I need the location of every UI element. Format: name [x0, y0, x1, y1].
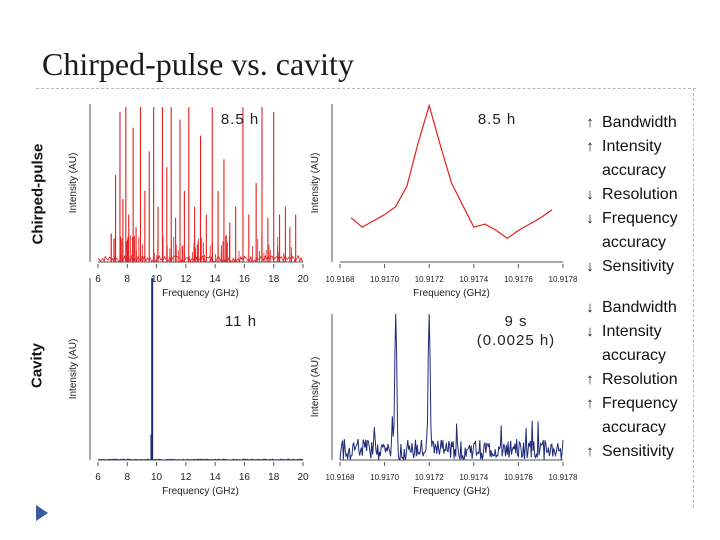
condition-label-cav-zoom: 9 s (0.0025 h) — [476, 313, 556, 349]
x-tick-label: 20 — [297, 472, 309, 483]
chirped-pulse-comparison: ↑ Bandwidth ↑ Intensity accuracy ↓ Resoluti… — [578, 111, 678, 279]
comparison-item: ↓ Sensitivity — [578, 255, 678, 279]
x-tick-label: 12 — [180, 274, 192, 285]
x-tick-label: 10 — [151, 274, 163, 285]
comparison-item: ↑ Resolution — [578, 368, 678, 392]
x-tick-label: 10.9168 — [326, 275, 355, 284]
y-axis-label: Intensity (AU) — [310, 357, 321, 418]
slide-title: Chirped-pulse vs. cavity — [42, 46, 354, 82]
x-tick-label: 10 — [151, 472, 163, 483]
y-axis-label: Intensity (AU) — [68, 153, 79, 214]
x-tick-label: 18 — [268, 274, 280, 285]
chart-cp-zoom: 10.9168 10.9170 10.9172 10.9174 10.9176 10.91… — [310, 103, 578, 299]
arrow-down-icon: ↓ — [586, 323, 594, 340]
series-line — [350, 103, 553, 240]
condition-label-cp-wide: 8.5 h — [220, 111, 260, 128]
x-tick-label: 18 — [268, 472, 280, 483]
right-margin-divider — [693, 88, 694, 508]
x-tick-label: 6 — [95, 472, 101, 483]
x-tick-label: 10.9178 — [549, 473, 578, 482]
x-tick-label: 20 — [297, 274, 309, 285]
x-tick-label: 10.9176 — [504, 473, 533, 482]
chart-cp-wide: 6 8 10 12 14 16 18 20 Frequency (GHz) Intensity (… — [68, 104, 309, 299]
x-tick-label: 8 — [125, 274, 131, 285]
comparison-label: Intensity accuracy — [602, 323, 667, 364]
x-tick-label: 10.9174 — [459, 275, 488, 284]
comparison-label: Resolution — [602, 371, 678, 388]
x-axis-label: Frequency (GHz) — [162, 486, 239, 497]
arrow-down-icon: ↓ — [586, 258, 594, 275]
comparison-label: Resolution — [602, 186, 678, 203]
comparison-item: ↓ Bandwidth — [578, 296, 678, 320]
comparison-label: Intensity accuracy — [602, 138, 667, 179]
arrow-down-icon: ↓ — [586, 186, 594, 203]
comparison-item: ↑ Sensitivity — [578, 440, 678, 464]
arrow-up-icon: ↑ — [586, 443, 594, 460]
comparison-label: Frequency accuracy — [602, 395, 678, 436]
y-axis-label: Intensity (AU) — [310, 153, 321, 214]
arrow-up-icon: ↑ — [586, 371, 594, 388]
comparison-item: ↑ Bandwidth — [578, 111, 678, 135]
comparison-item: ↓ Intensity accuracy — [578, 320, 678, 368]
condition-label-cp-zoom: 8.5 h — [477, 111, 517, 128]
series-line — [339, 313, 564, 462]
chart-cav-wide: 6 8 10 12 14 16 18 20 Frequency (GHz) Intensity (… — [68, 278, 309, 497]
x-axis-label: Frequency (GHz) — [413, 288, 490, 299]
comparison-item: ↑ Intensity accuracy — [578, 135, 678, 183]
arrow-up-icon: ↑ — [586, 114, 594, 131]
chart-cav-zoom: 10.9168 10.9170 10.9172 10.9174 10.9176 10.91… — [310, 313, 578, 497]
comparison-label: Bandwidth — [602, 114, 677, 131]
x-tick-label: 10.9176 — [504, 275, 533, 284]
cavity-comparison: ↓ Bandwidth ↓ Intensity accuracy ↑ Resoluti… — [578, 296, 678, 464]
x-tick-label: 14 — [210, 274, 222, 285]
arrow-up-icon: ↑ — [586, 138, 594, 155]
comparison-item: ↓ Frequency accuracy — [578, 207, 678, 255]
x-tick-label: 10.9170 — [370, 275, 399, 284]
y-axis-label: Intensity (AU) — [68, 339, 79, 400]
x-tick-label: 16 — [239, 472, 251, 483]
x-tick-label: 16 — [239, 274, 251, 285]
comparison-label: Frequency accuracy — [602, 210, 678, 251]
baseline-noise — [97, 458, 304, 461]
x-tick-label: 8 — [125, 472, 131, 483]
x-tick-label: 10.9172 — [415, 473, 444, 482]
comparison-item: ↓ Resolution — [578, 183, 678, 207]
comparison-label: Sensitivity — [602, 258, 675, 275]
arrow-down-icon: ↓ — [586, 299, 594, 316]
x-tick-label: 6 — [95, 274, 101, 285]
x-tick-label: 10.9174 — [459, 473, 488, 482]
condition-label-cav-wide: 11 h — [224, 313, 258, 330]
x-tick-label: 12 — [180, 472, 192, 483]
x-tick-label: 10.9178 — [549, 275, 578, 284]
next-slide-icon[interactable] — [36, 505, 48, 521]
x-tick-label: 14 — [210, 472, 222, 483]
comparison-label: Bandwidth — [602, 299, 677, 316]
x-tick-label: 10.9170 — [370, 473, 399, 482]
title-divider — [36, 88, 696, 89]
comparison-item: ↑ Frequency accuracy — [578, 392, 678, 440]
arrow-up-icon: ↑ — [586, 395, 594, 412]
x-tick-label: 10.9168 — [326, 473, 355, 482]
x-tick-label: 10.9172 — [415, 275, 444, 284]
x-axis-label: Frequency (GHz) — [162, 288, 239, 299]
x-axis-label: Frequency (GHz) — [413, 486, 490, 497]
comparison-label: Sensitivity — [602, 443, 675, 460]
arrow-down-icon: ↓ — [586, 210, 594, 227]
